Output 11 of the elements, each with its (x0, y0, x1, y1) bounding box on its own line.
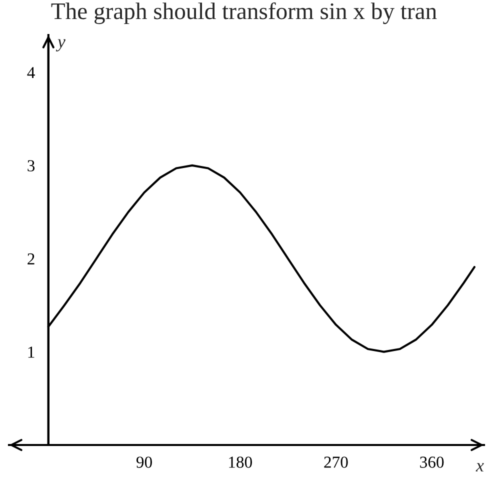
y-tick-label: 4 (27, 67, 35, 78)
y-tick-label: 2 (28, 253, 34, 264)
x-tick-label: 90 (136, 456, 152, 468)
x-tick-label: 360 (420, 456, 444, 468)
y-axis-title: y (56, 39, 66, 52)
x-tick-label: 270 (324, 456, 348, 468)
chart-title: The graph should transform sin x by tran (51, 2, 437, 24)
x-tick-label: 180 (229, 456, 252, 468)
y-tick-label: 3 (28, 160, 35, 172)
x-axis-title: x (476, 463, 484, 472)
y-tick-label: 1 (28, 346, 34, 358)
